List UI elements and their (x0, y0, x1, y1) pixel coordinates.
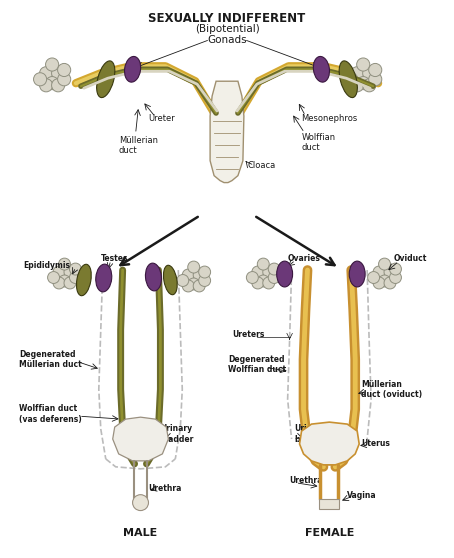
Text: Ureters: Ureters (232, 330, 264, 339)
Circle shape (177, 275, 189, 286)
Circle shape (45, 76, 59, 90)
Circle shape (193, 280, 205, 292)
Circle shape (252, 266, 264, 278)
Text: Epididymis: Epididymis (23, 261, 70, 270)
Text: Ovaries: Ovaries (288, 254, 321, 263)
Ellipse shape (124, 56, 141, 82)
Circle shape (45, 58, 59, 71)
Text: FEMALE: FEMALE (305, 528, 354, 538)
Circle shape (257, 258, 269, 270)
Text: Ureter: Ureter (148, 114, 175, 123)
Circle shape (257, 275, 269, 287)
Circle shape (357, 76, 370, 90)
Text: Urethra: Urethra (148, 484, 182, 493)
Circle shape (350, 79, 364, 92)
Circle shape (199, 275, 211, 286)
Text: Testes: Testes (101, 254, 128, 263)
Circle shape (390, 272, 401, 283)
Ellipse shape (339, 61, 357, 98)
Circle shape (345, 73, 358, 86)
Text: Vagina: Vagina (347, 491, 377, 500)
Circle shape (64, 277, 76, 289)
Circle shape (363, 79, 376, 92)
Circle shape (368, 272, 380, 283)
Text: Uterus: Uterus (361, 440, 390, 449)
Circle shape (188, 278, 200, 290)
Circle shape (384, 266, 396, 278)
Circle shape (182, 280, 194, 292)
Text: Mesonephros: Mesonephros (301, 114, 358, 123)
Ellipse shape (76, 264, 91, 296)
Text: Urethra: Urethra (290, 477, 323, 485)
Circle shape (58, 64, 71, 76)
Ellipse shape (276, 261, 292, 287)
Ellipse shape (145, 263, 162, 291)
Circle shape (53, 266, 65, 278)
Circle shape (263, 266, 275, 278)
Polygon shape (304, 425, 355, 465)
Circle shape (373, 277, 385, 289)
Text: (Bipotential): (Bipotential) (195, 23, 259, 33)
Ellipse shape (313, 56, 330, 82)
Ellipse shape (97, 61, 115, 98)
Circle shape (182, 269, 194, 281)
Text: Wolffian
duct: Wolffian duct (301, 133, 336, 152)
Text: Degenerated
Wolffian duct: Degenerated Wolffian duct (228, 355, 286, 374)
Polygon shape (320, 499, 339, 508)
Ellipse shape (163, 265, 177, 295)
Circle shape (268, 272, 280, 283)
Circle shape (59, 275, 70, 287)
Circle shape (384, 277, 396, 289)
Polygon shape (300, 422, 359, 465)
Circle shape (247, 272, 258, 283)
Circle shape (69, 272, 81, 283)
Circle shape (390, 263, 401, 275)
Text: Urinary
bladder: Urinary bladder (295, 424, 328, 444)
Text: Urinary
bladder: Urinary bladder (160, 424, 194, 444)
Circle shape (34, 73, 47, 86)
Circle shape (58, 73, 71, 86)
Circle shape (199, 266, 211, 278)
Circle shape (252, 277, 264, 289)
Circle shape (39, 67, 53, 80)
Ellipse shape (349, 261, 365, 287)
Circle shape (350, 67, 364, 80)
Text: SEXUALLY INDIFFERENT: SEXUALLY INDIFFERENT (148, 12, 306, 25)
Circle shape (373, 266, 385, 278)
Polygon shape (113, 417, 168, 461)
Polygon shape (210, 81, 244, 182)
Text: Gonads: Gonads (207, 35, 247, 45)
Circle shape (357, 58, 370, 71)
Circle shape (39, 79, 53, 92)
Circle shape (59, 258, 70, 270)
Text: Müllerian
duct (oviduct): Müllerian duct (oviduct) (361, 379, 422, 399)
Circle shape (379, 258, 390, 270)
Circle shape (133, 495, 148, 511)
Circle shape (369, 64, 382, 76)
Text: Cloaca: Cloaca (248, 161, 276, 170)
Text: MALE: MALE (123, 528, 158, 538)
Text: Degenerated
Müllerian duct: Degenerated Müllerian duct (19, 350, 82, 369)
Circle shape (53, 277, 65, 289)
Circle shape (52, 79, 65, 92)
Circle shape (379, 275, 390, 287)
Circle shape (69, 263, 81, 275)
Circle shape (52, 67, 65, 80)
Circle shape (263, 277, 275, 289)
Circle shape (268, 263, 280, 275)
Text: Oviduct: Oviduct (394, 254, 427, 263)
Circle shape (193, 269, 205, 281)
Ellipse shape (96, 264, 112, 292)
Circle shape (64, 266, 76, 278)
Text: Müllerian
duct: Müllerian duct (118, 136, 158, 155)
Circle shape (188, 261, 200, 273)
Text: Wolffian duct
(vas deferens): Wolffian duct (vas deferens) (19, 405, 82, 424)
Circle shape (363, 67, 376, 80)
Circle shape (369, 73, 382, 86)
Circle shape (48, 272, 59, 283)
